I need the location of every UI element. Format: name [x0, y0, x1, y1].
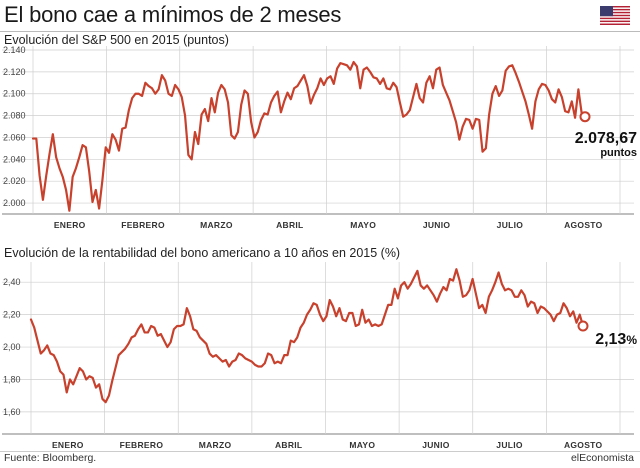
- last-value-number: 2.078,67: [575, 130, 637, 147]
- us-flag-icon: [600, 6, 630, 25]
- x-tick-label: FEBRERO: [120, 440, 164, 450]
- x-tick-label: MARZO: [200, 220, 233, 230]
- last-value-unit: puntos: [600, 147, 637, 159]
- y-tick-label: 2.000: [3, 198, 26, 208]
- series-line: [31, 60, 587, 212]
- x-tick-label: JULIO: [496, 440, 523, 450]
- bond-yield-line-chart: 1,60 1,80 2,00 2,20 2,40 ENERO FEBRERO MARZO ABR…: [2, 262, 637, 450]
- chart1-title: Evolución del S&P 500 en 2015 (puntos): [4, 33, 229, 47]
- x-tick-label: ABRIL: [275, 440, 302, 450]
- source-note: Fuente: Bloomberg.: [4, 452, 97, 464]
- chart2-title: Evolución de la rentabilidad del bono am…: [4, 246, 401, 260]
- y-tick-label: 2,00: [3, 342, 21, 352]
- x-tick-label: FEBRERO: [121, 220, 165, 230]
- x-tick-label: ENERO: [52, 440, 84, 450]
- x-tick-label: JULIO: [497, 220, 524, 230]
- y-tick-label: 2.140: [3, 45, 26, 55]
- y-tick-label: 2.080: [3, 111, 26, 121]
- y-tick-label: 1,80: [3, 374, 21, 384]
- y-tick-label: 2.100: [3, 89, 26, 99]
- last-value-unit: %: [626, 333, 637, 347]
- x-tick-label: MAYO: [349, 440, 375, 450]
- y-tick-label: 2,40: [3, 277, 21, 287]
- x-tick-label: AGOSTO: [564, 440, 603, 450]
- last-value-number: 2,13: [595, 331, 626, 348]
- y-gridlines: [2, 281, 634, 413]
- x-tick-label: JUNIO: [423, 220, 451, 230]
- y-tick-label: 2.060: [3, 132, 26, 142]
- footer-divider: [0, 451, 640, 452]
- x-tick-label: JUNIO: [422, 440, 450, 450]
- sp500-line-chart: 2.000 2.020 2.040 2.060 2.080 2.100 2.120 2.140…: [2, 45, 637, 230]
- y-tick-label: 2,20: [3, 310, 21, 320]
- x-tick-label: MAYO: [350, 220, 376, 230]
- y-tick-label: 1,60: [3, 407, 21, 417]
- page-title: El bono cae a mínimos de 2 meses: [4, 2, 342, 27]
- x-tick-label: MARZO: [199, 440, 232, 450]
- series-line: [29, 268, 585, 404]
- title-divider: [0, 31, 640, 32]
- last-value-label: 2,13%: [595, 331, 637, 348]
- last-value-marker: [577, 320, 589, 332]
- brand-logo: elEconomista: [570, 452, 634, 464]
- last-value-label: 2.078,67: [575, 130, 637, 147]
- x-tick-label: ABRIL: [276, 220, 303, 230]
- y-gridlines: [2, 49, 634, 204]
- y-tick-label: 2.020: [3, 176, 26, 186]
- y-tick-label: 2.120: [3, 67, 26, 77]
- x-tick-label: ENERO: [54, 220, 86, 230]
- x-tick-label: AGOSTO: [564, 220, 603, 230]
- y-tick-label: 2.040: [3, 154, 26, 164]
- last-value-marker: [579, 111, 591, 123]
